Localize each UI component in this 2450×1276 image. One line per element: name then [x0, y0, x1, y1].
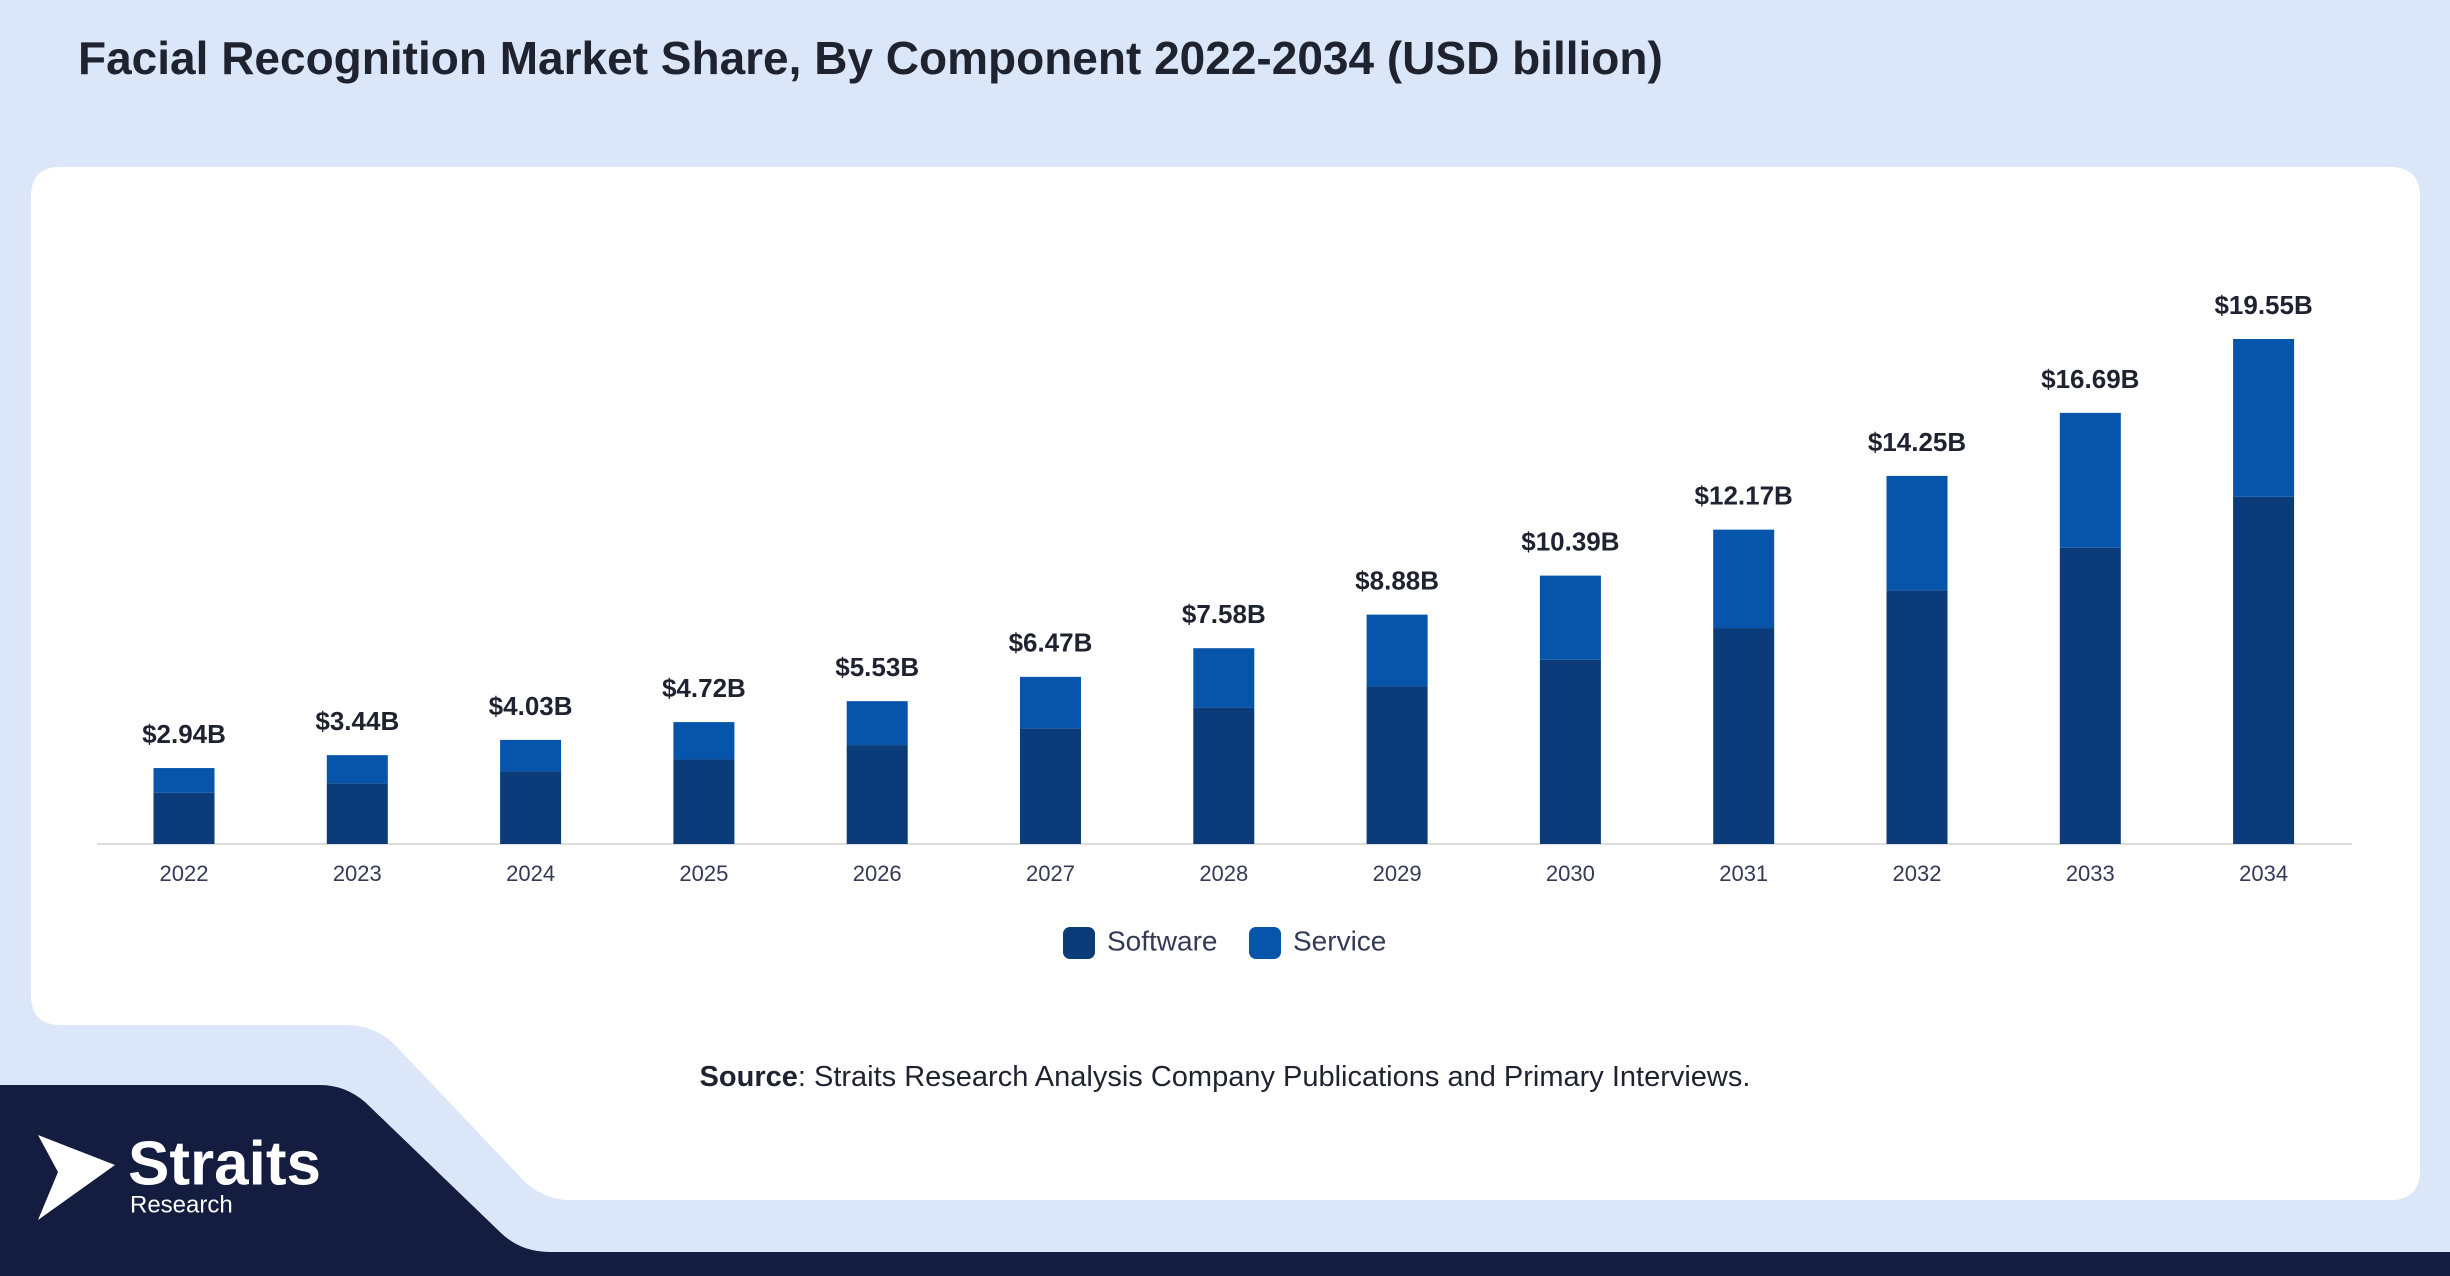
total-label: $10.39B: [1521, 526, 1619, 556]
bar-segment: [153, 768, 215, 793]
total-label: $5.53B: [835, 652, 919, 682]
bar-segment: [2233, 339, 2295, 497]
logo-tagline: Research: [130, 1191, 233, 1218]
bar-segment: [500, 771, 562, 844]
total-label: $14.25B: [1868, 427, 1966, 457]
bar-segment: [2059, 547, 2121, 844]
x-tick-label: 2027: [1026, 861, 1075, 886]
bar-segment: [326, 783, 388, 844]
bar-segment: [846, 745, 908, 844]
bar-segment: [2233, 496, 2295, 844]
total-label: $12.17B: [1695, 481, 1793, 511]
bar-segment: [673, 759, 735, 844]
bar-segment: [1886, 475, 1948, 591]
total-label: $4.03B: [489, 691, 573, 721]
total-label: $2.94B: [142, 719, 226, 749]
total-label: $4.72B: [662, 673, 746, 703]
x-tick-label: 2034: [2239, 861, 2288, 886]
x-tick-label: 2022: [160, 861, 209, 886]
source-label: Source: [700, 1061, 798, 1093]
logo-icon: [38, 1135, 115, 1220]
bar-segment: [1713, 529, 1775, 629]
chart-title: Facial Recognition Market Share, By Comp…: [78, 32, 1663, 84]
total-label: $8.88B: [1355, 565, 1439, 595]
bar-segment: [1020, 676, 1081, 729]
source-text: : Straits Research Analysis Company Publ…: [798, 1061, 1751, 1093]
logo-name: Straits: [128, 1129, 321, 1198]
total-label: $6.47B: [1009, 628, 1093, 658]
bar-segment: [1366, 686, 1428, 844]
bar-segment: [500, 739, 562, 772]
x-tick-label: 2033: [2066, 861, 2115, 886]
legend-swatch: [1249, 927, 1281, 959]
plot: 2022 $2.94B 2023 $3.44B 2024 $4.03B 2025 $4.72B…: [97, 290, 2352, 959]
total-label: $19.55B: [2214, 290, 2312, 320]
bar-segment: [1539, 659, 1601, 844]
bar-segment: [673, 722, 735, 760]
x-tick-label: 2025: [679, 861, 728, 886]
total-label: $7.58B: [1182, 599, 1266, 629]
bar-segment: [1193, 648, 1255, 708]
x-tick-label: 2031: [1719, 861, 1768, 886]
bar-segment: [1020, 728, 1081, 844]
x-tick-label: 2024: [506, 861, 555, 886]
x-tick-label: 2032: [1893, 861, 1942, 886]
x-tick-label: 2026: [853, 861, 902, 886]
bar-segment: [2059, 412, 2121, 548]
bar-segment: [1713, 628, 1775, 844]
legend-swatch: [1063, 927, 1095, 959]
bar-segment: [326, 755, 388, 784]
legend-label: Software: [1107, 925, 1218, 956]
x-tick-label: 2028: [1199, 861, 1248, 886]
source: Source: Straits Research Analysis Compan…: [700, 1061, 1751, 1093]
legend-label: Service: [1293, 925, 1386, 956]
x-tick-label: 2029: [1373, 861, 1422, 886]
logo-panel: [0, 1085, 2450, 1276]
bar-segment: [1886, 590, 1948, 844]
bar-segment: [1366, 614, 1428, 687]
x-tick-label: 2030: [1546, 861, 1595, 886]
total-label: $3.44B: [315, 706, 399, 736]
bar-segment: [846, 701, 908, 746]
bar-segment: [1193, 707, 1255, 844]
total-label: $16.69B: [2041, 364, 2139, 394]
bar-segment: [153, 792, 215, 844]
x-tick-label: 2023: [333, 861, 382, 886]
bar-segment: [1539, 575, 1601, 660]
